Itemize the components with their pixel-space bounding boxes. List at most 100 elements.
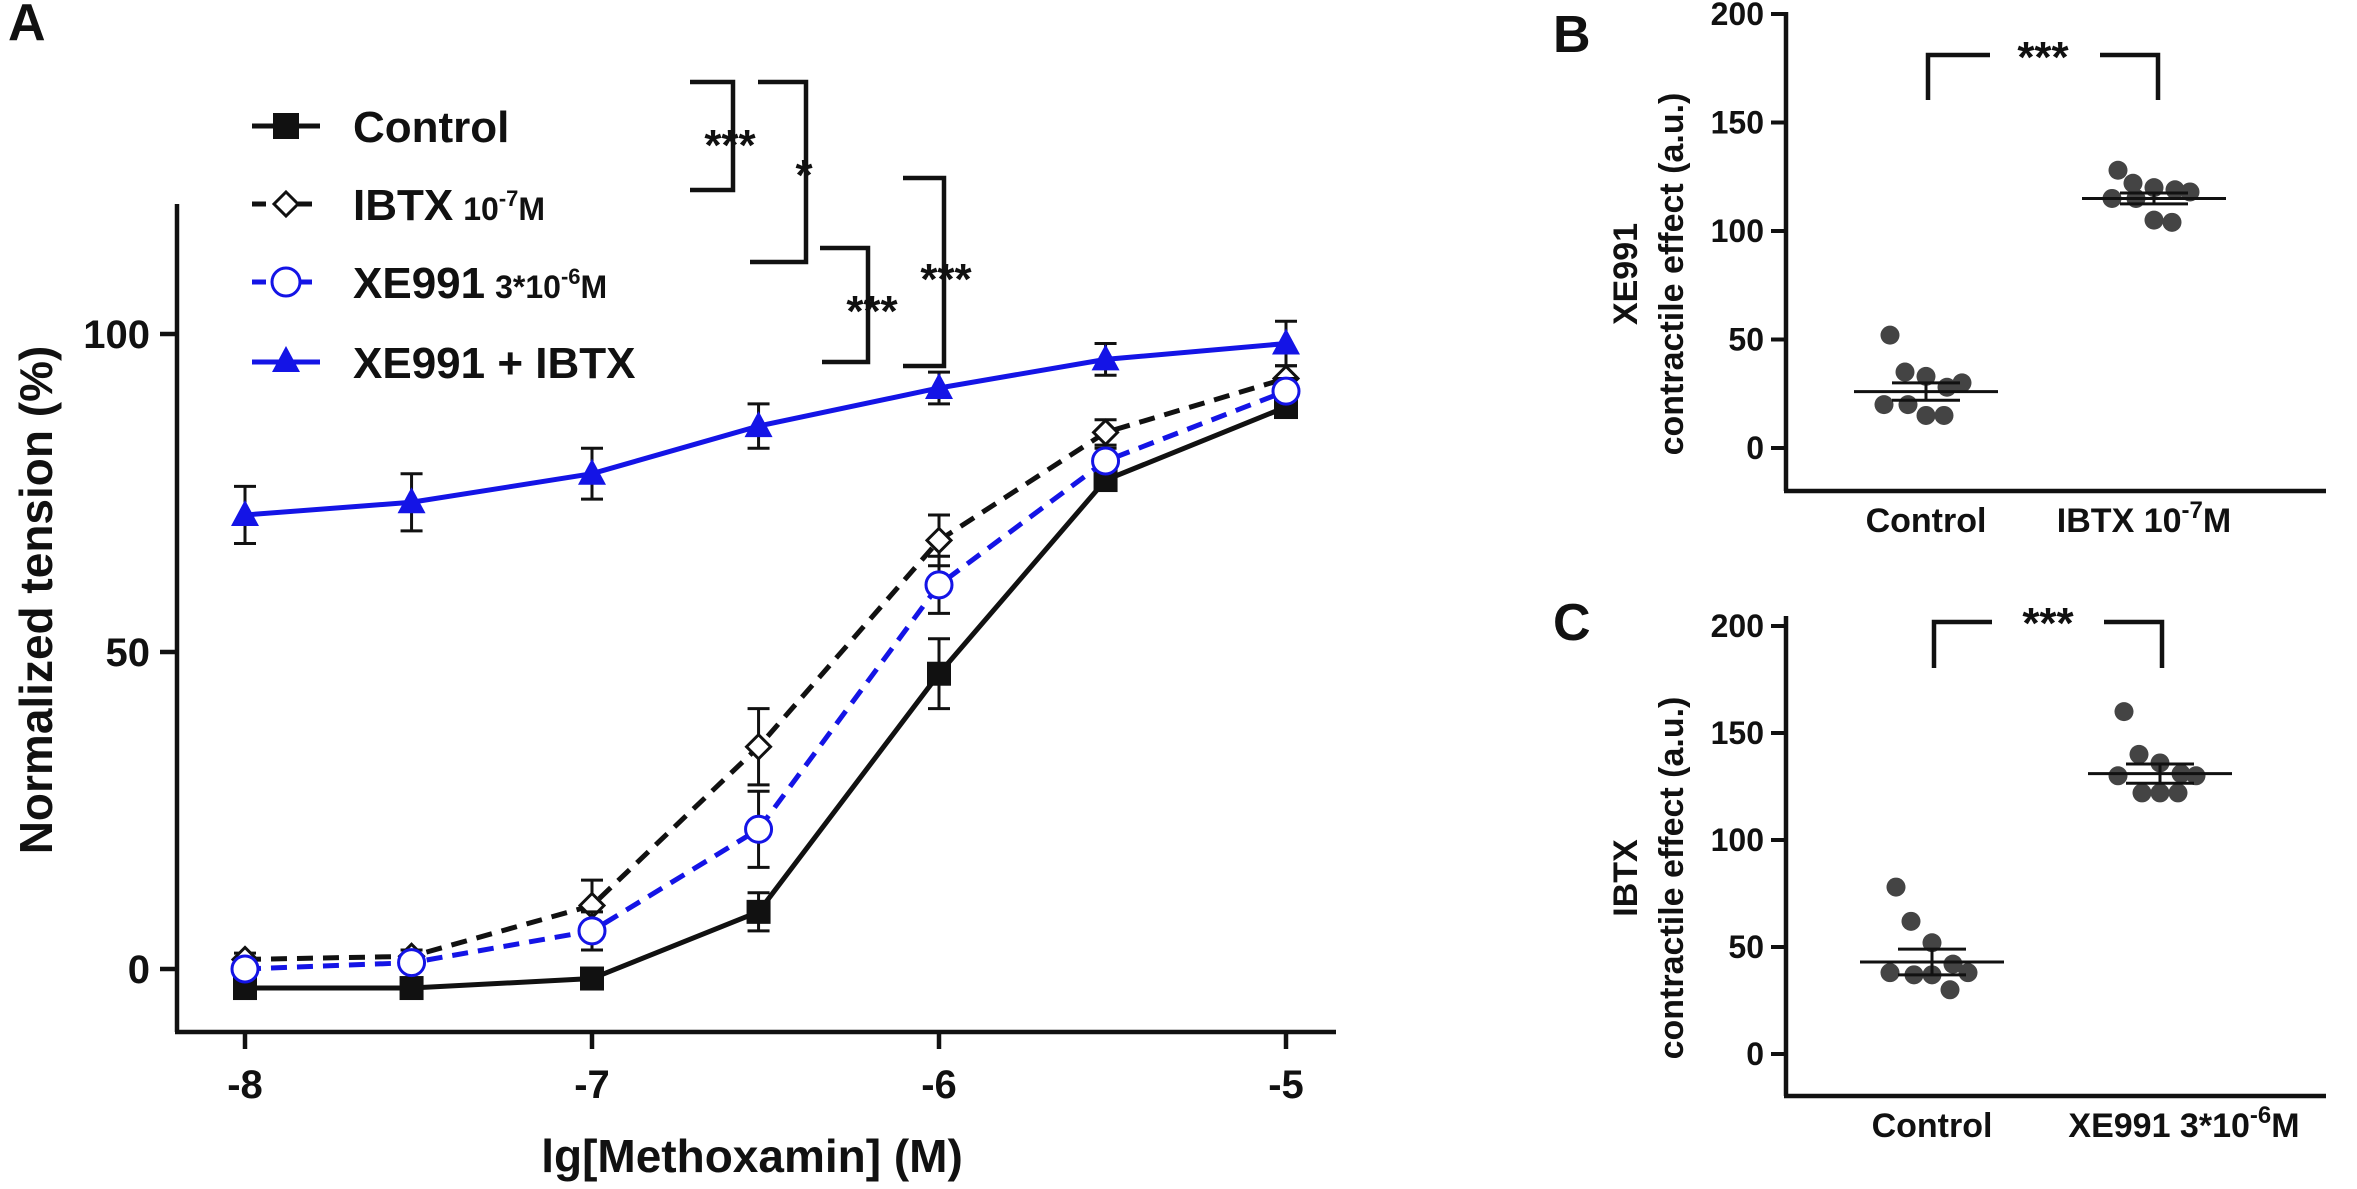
data-point bbox=[1874, 395, 1894, 415]
ytick-label: 0 bbox=[1746, 430, 1764, 466]
legend-label-combo: XE991 + IBTX bbox=[353, 339, 635, 388]
data-point bbox=[1916, 366, 1936, 386]
ytick-label: 200 bbox=[1711, 0, 1764, 32]
legend-marker-combo bbox=[272, 346, 300, 372]
data-point bbox=[580, 966, 604, 991]
panel-c-ticks: 0 50 100 150 200 bbox=[1711, 608, 1786, 1072]
data-point bbox=[924, 526, 954, 555]
panel-c-category-xe991: XE991 3*10-6M bbox=[2068, 1102, 2299, 1145]
panel-a-xtick-label-m8: -8 bbox=[227, 1063, 263, 1107]
panel-c-letter: C bbox=[1553, 594, 1591, 652]
panel-b-points bbox=[1854, 160, 2226, 425]
sem-bar bbox=[2120, 191, 2188, 206]
data-point bbox=[1958, 963, 1978, 983]
group-1 bbox=[2082, 160, 2226, 232]
data-point bbox=[1895, 362, 1915, 382]
sig-label-4: *** bbox=[920, 255, 972, 304]
ytick-label: 0 bbox=[1746, 1036, 1764, 1072]
sem-bar bbox=[1898, 947, 1966, 977]
panel-c-points bbox=[1860, 702, 2232, 1000]
data-point bbox=[2150, 783, 2170, 803]
legend: Control IBTX 10-7M XE991 3*10-6M XE991 + I… bbox=[252, 103, 635, 388]
data-point bbox=[231, 499, 259, 526]
legend-item-control: Control bbox=[252, 103, 509, 152]
data-point bbox=[2132, 783, 2152, 803]
sig-bracket-4 bbox=[903, 175, 947, 369]
panel-a-xtick-label-m7: -7 bbox=[574, 1063, 610, 1107]
legend-label-ibtx: IBTX 10-7M bbox=[353, 181, 545, 230]
data-point bbox=[1952, 373, 1972, 393]
ytick-label: 50 bbox=[1728, 322, 1764, 358]
legend-label-xe991: XE991 3*10-6M bbox=[353, 259, 607, 308]
data-point bbox=[1271, 376, 1301, 406]
legend-item-ibtx: IBTX 10-7M bbox=[252, 181, 545, 230]
data-point bbox=[744, 411, 773, 438]
panel-b-ticks: 0 50 100 150 200 bbox=[1711, 0, 1786, 466]
data-point bbox=[1943, 954, 1963, 974]
data-point bbox=[2186, 766, 2206, 786]
legend-marker-xe991 bbox=[270, 266, 302, 298]
data-point bbox=[397, 487, 426, 514]
series-1 bbox=[230, 364, 1301, 974]
data-point bbox=[2108, 766, 2128, 786]
panel-b-y-title-2: contractile effect (a.u.) bbox=[1653, 93, 1691, 456]
legend-item-xe991: XE991 3*10-6M bbox=[252, 259, 607, 308]
panel-b-category-control: Control bbox=[1866, 502, 1987, 540]
legend-item-combo: XE991 + IBTX bbox=[252, 339, 635, 388]
group-1 bbox=[2088, 702, 2232, 803]
panel-c: C 0 50 100 150 200 IBTX contractile effect (… bbox=[1553, 594, 2326, 1145]
significance-brackets: *** * *** *** bbox=[690, 79, 973, 369]
legend-marker-ibtx bbox=[271, 189, 301, 219]
data-point bbox=[230, 954, 260, 984]
panel-b: B 0 50 100 150 200 XE991 contractile effect … bbox=[1553, 0, 2326, 540]
panel-a-xtick-label-m6: -6 bbox=[921, 1063, 957, 1107]
data-point bbox=[2168, 783, 2188, 803]
data-point bbox=[1091, 344, 1120, 371]
sig-label-3: *** bbox=[846, 287, 898, 336]
sig-bracket-3 bbox=[820, 245, 871, 365]
series-0 bbox=[233, 395, 1298, 1001]
data-point bbox=[2144, 210, 2164, 230]
data-point bbox=[1886, 877, 1906, 897]
panel-a-xtick-label-m5: -5 bbox=[1268, 1063, 1304, 1107]
panel-b-letter: B bbox=[1553, 6, 1591, 64]
data-point bbox=[746, 899, 771, 924]
ytick-label: 150 bbox=[1711, 105, 1764, 141]
group-0 bbox=[1854, 325, 1998, 425]
data-point bbox=[1880, 963, 1900, 983]
panel-b-y-title-1: XE991 bbox=[1607, 223, 1645, 325]
panel-a-y-title: Normalized tension (%) bbox=[10, 346, 62, 855]
sig-label-2: * bbox=[795, 151, 813, 200]
panel-a-ytick-label-0: 0 bbox=[128, 948, 150, 992]
series-line bbox=[244, 388, 1287, 972]
data-point bbox=[2114, 702, 2134, 722]
panel-c-sig-label: *** bbox=[2022, 599, 2074, 648]
panel-a-letter: A bbox=[8, 0, 46, 52]
data-point bbox=[577, 916, 607, 946]
panel-c-y-title-1: IBTX bbox=[1607, 839, 1645, 917]
data-point bbox=[1272, 328, 1300, 355]
sig-bracket-2 bbox=[750, 79, 809, 265]
sem-bar bbox=[2126, 762, 2194, 785]
legend-marker-control bbox=[273, 113, 299, 139]
ytick-label: 200 bbox=[1711, 608, 1764, 644]
data-point bbox=[1880, 325, 1900, 345]
panel-a-series-layer bbox=[230, 319, 1301, 1001]
data-point bbox=[399, 976, 424, 1001]
data-point bbox=[1940, 980, 1960, 1000]
data-point bbox=[744, 814, 774, 844]
panel-b-sig-label: *** bbox=[2017, 33, 2069, 82]
ytick-label: 50 bbox=[1728, 929, 1764, 965]
panel-c-sig-bg bbox=[1992, 604, 2104, 640]
ytick-label: 100 bbox=[1711, 213, 1764, 249]
panel-b-sig-bg bbox=[1990, 36, 2100, 70]
data-point bbox=[578, 458, 606, 485]
series-2 bbox=[230, 376, 1301, 984]
data-point bbox=[925, 372, 953, 399]
panel-c-y-title-2: contractile effect (a.u.) bbox=[1653, 697, 1691, 1060]
sig-label-1: *** bbox=[704, 121, 756, 170]
data-point bbox=[744, 732, 773, 761]
data-point bbox=[2180, 182, 2200, 202]
data-point bbox=[2129, 744, 2149, 764]
data-point bbox=[2108, 160, 2128, 180]
